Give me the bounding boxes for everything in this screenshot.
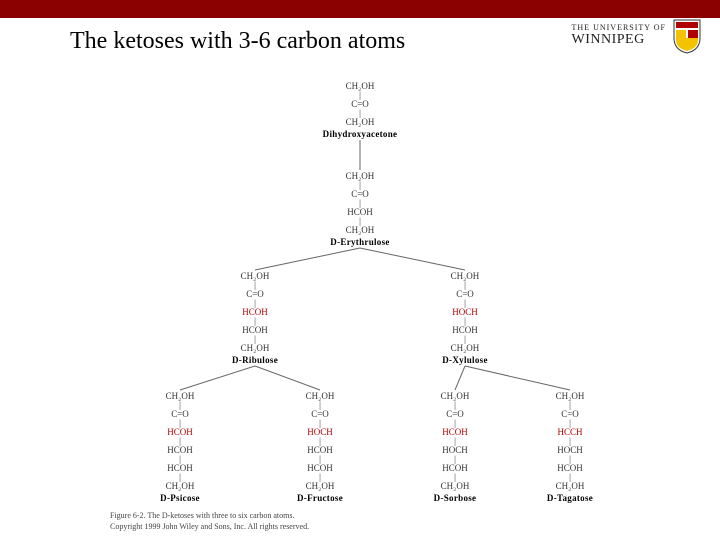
molecule-name: D-Fructose [297,493,343,503]
molecule-name: D-Tagatose [547,493,593,503]
chain: CH₂OH|C=O|HCOH|CH₂OH [330,172,389,235]
molecule-name: D-Ribulose [232,355,278,365]
molecule-name: D-Erythrulose [330,237,389,247]
molecule-name: D-Xylulose [442,355,488,365]
chain: CH₂OH|C=O|HCOH|HOCH|HCOH|CH₂OH [434,392,477,491]
copyright-caption: Copyright 1999 John Wiley and Sons, Inc.… [110,522,309,531]
molecule-name: D-Psicose [160,493,200,503]
molecule-name: D-Sorbose [434,493,477,503]
molecule-rib: CH₂OH|C=O|HCOH|HCOH|CH₂OH D-Ribulose [232,272,278,365]
chain: CH₂OH|C=O|HCOH|HCOH|CH₂OH [232,272,278,353]
molecule-psi: CH₂OH|C=O|HCOH|HCOH|HCOH|CH₂OH D-Psicose [160,392,200,503]
chain: CH₂OH|C=O|HCCH|HOCH|HCOH|CH₂OH [547,392,593,491]
figure-caption: Figure 6-2. The D-ketoses with three to … [110,511,294,520]
crest-icon [672,18,702,54]
logo-line2: WINNIPEG [572,33,666,48]
ketose-tree: CH₂OH|C=O|CH₂OHDihydroxyacetoneCH₂OH|C=O… [60,82,660,528]
molecule-xyl: CH₂OH|C=O|HOCH|HCOH|CH₂OH D-Xylulose [442,272,488,365]
chain: CH₂OH|C=O|HOCH|HCOH|CH₂OH [442,272,488,353]
chain: CH₂OH|C=O|HCOH|HCOH|HCOH|CH₂OH [160,392,200,491]
banner-bar [0,0,720,18]
chain: CH₂OH|C=O|HOCH|HCOH|HCOH|CH₂OH [297,392,343,491]
chain: CH₂OH|C=O|CH₂OH [323,82,398,127]
molecule-tag: CH₂OH|C=O|HCCH|HOCH|HCOH|CH₂OH D-Tagatose [547,392,593,503]
molecule-fru: CH₂OH|C=O|HOCH|HCOH|HCOH|CH₂OH D-Fructose [297,392,343,503]
molecule-sor: CH₂OH|C=O|HCOH|HOCH|HCOH|CH₂OH D-Sorbose [434,392,477,503]
molecule-ery: CH₂OH|C=O|HCOH|CH₂OH D-Erythrulose [330,172,389,247]
molecule-name: Dihydroxyacetone [323,129,398,139]
slide-title: The ketoses with 3-6 carbon atoms [70,28,405,55]
molecule-dha: CH₂OH|C=O|CH₂OH Dihydroxyacetone [323,82,398,139]
university-logo: THE UNIVERSITY OF WINNIPEG [572,18,702,54]
